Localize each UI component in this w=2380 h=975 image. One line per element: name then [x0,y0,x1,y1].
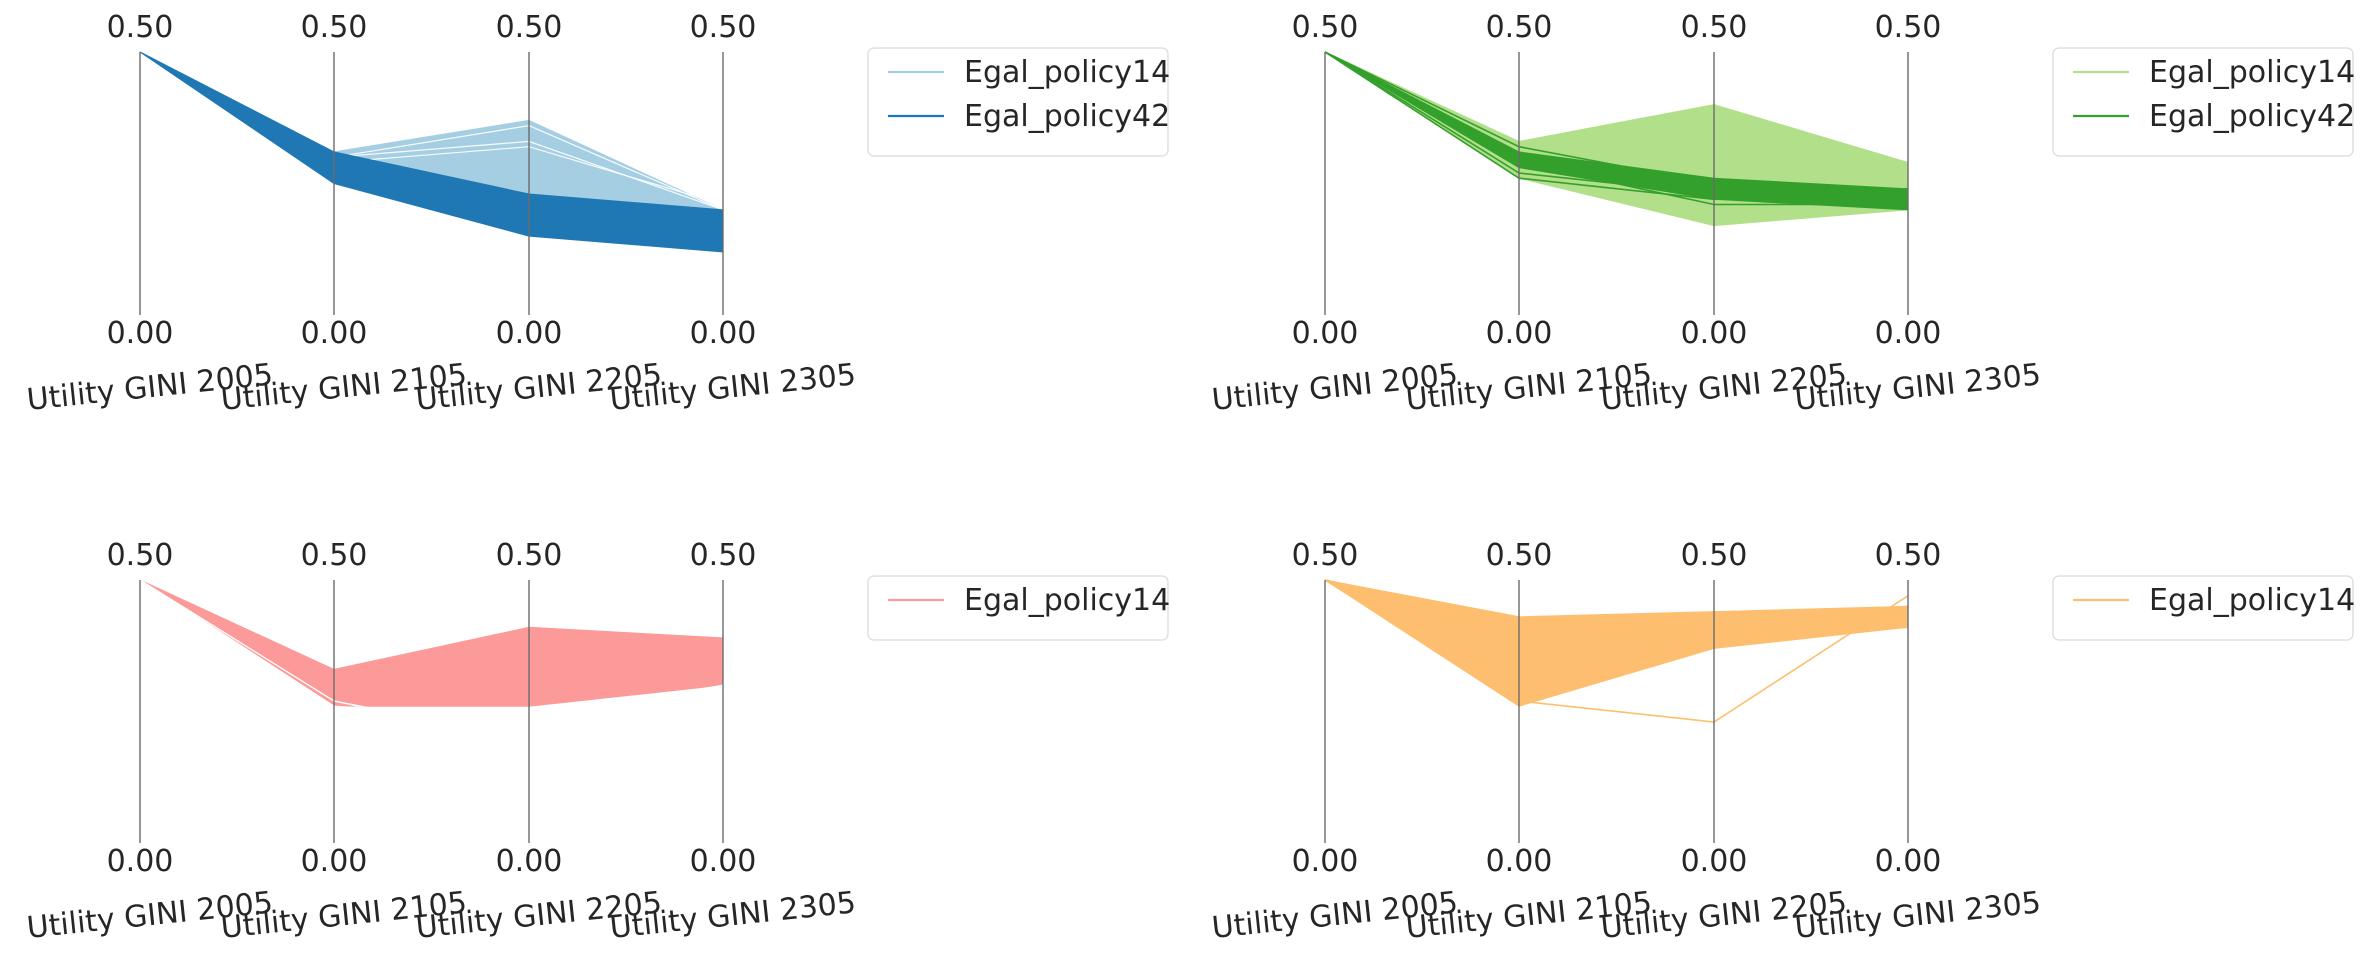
series-2-line-4 [1324,51,1909,201]
axis-1-top-tick: 0.50 [1292,538,1359,573]
axis-3-bottom-tick: 0.00 [1681,316,1748,351]
axis-4-top-tick: 0.50 [1875,10,1942,45]
axis-1-bottom-tick: 0.00 [1292,316,1359,351]
axis-2-top-tick: 0.50 [301,538,368,573]
series-1-group [1324,579,1909,723]
axis-3-top-tick: 0.50 [1681,10,1748,45]
axis-4-bottom-tick: 0.00 [1875,316,1942,351]
axis-1-top-tick: 0.50 [107,538,174,573]
axis-4-top-tick: 0.50 [690,538,757,573]
series-1-line-5 [1324,579,1909,687]
legend-entry-1: Egal_policy14 [2149,55,2355,90]
axis-2-top-tick: 0.50 [1486,10,1553,45]
axis-2-bottom-tick: 0.00 [301,844,368,879]
legend: Egal_policy14 Egal_policy42 [867,47,1170,157]
series-1-line-5 [139,579,724,723]
axis-4-bottom-tick: 0.00 [690,844,757,879]
series-2-line-3 [1324,51,1909,201]
axis-2-top-tick: 0.50 [301,10,368,45]
legend-entry-1: Egal_policy14 [2149,583,2355,618]
axis-2-bottom-tick: 0.00 [301,316,368,351]
series-1-group [139,579,724,744]
legend: Egal_policy14 [867,575,1170,641]
axis-4-bottom-tick: 0.00 [690,316,757,351]
axis-2-bottom-tick: 0.00 [1486,844,1553,879]
legend-frame [867,47,1169,157]
axis-1-bottom-tick: 0.00 [1292,844,1359,879]
legend-frame [2052,575,2354,641]
axis-4-top-tick: 0.50 [1875,538,1942,573]
series-1-line-2 [1324,579,1909,634]
legend-frame [867,575,1169,641]
legend: Egal_policy14 Egal_policy42 [2052,47,2355,157]
axis-3-bottom-tick: 0.00 [496,844,563,879]
axis-3-bottom-tick: 0.00 [1681,844,1748,879]
series-1-band-1 [139,579,724,707]
axis-1-bottom-tick: 0.00 [107,844,174,879]
axis-3-top-tick: 0.50 [496,538,563,573]
legend-entry-2: Egal_policy42 [2149,99,2355,134]
axis-1-bottom-tick: 0.00 [107,316,174,351]
legend-frame [2052,47,2354,157]
axis-2-top-tick: 0.50 [1486,538,1553,573]
legend-entry-2: Egal_policy42 [964,99,1170,134]
series-1-line-1 [1324,579,1909,623]
axis-2-bottom-tick: 0.00 [1486,316,1553,351]
series-1-line-6 [1324,579,1909,723]
axis-3-top-tick: 0.50 [496,10,563,45]
axis-4-top-tick: 0.50 [690,10,757,45]
axis-1-top-tick: 0.50 [1292,10,1359,45]
axis-3-top-tick: 0.50 [1681,538,1748,573]
axis-4-bottom-tick: 0.00 [1875,844,1942,879]
series-1-line-6 [139,579,724,739]
axis-3-bottom-tick: 0.00 [496,316,563,351]
series-1-line-3 [1324,579,1909,660]
legend-entry-1: Egal_policy14 [964,55,1170,90]
axis-1-top-tick: 0.50 [107,10,174,45]
legend-entry-1: Egal_policy14 [964,583,1170,618]
legend: Egal_policy14 [2052,575,2355,641]
